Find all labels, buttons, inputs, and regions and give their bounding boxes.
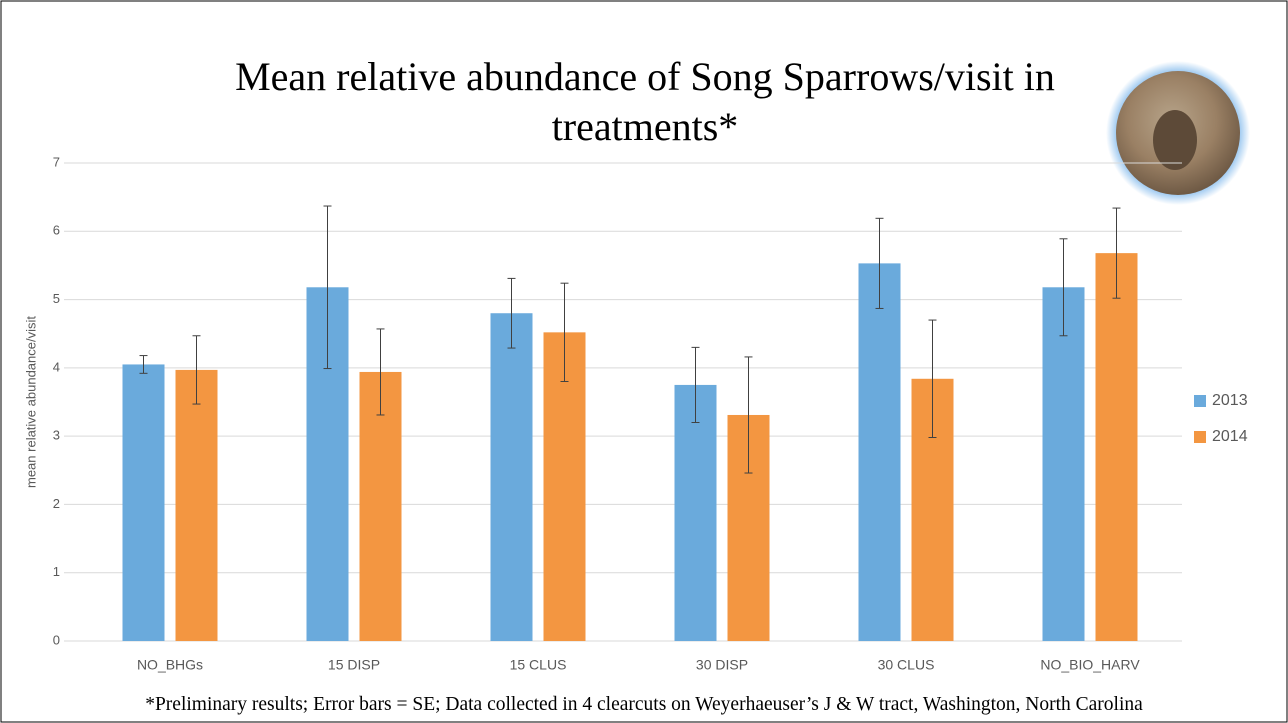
y-tick-label: 1	[53, 564, 60, 579]
legend-swatch	[1194, 395, 1206, 407]
x-tick-label: 30 CLUS	[878, 657, 935, 673]
y-tick-label: 5	[53, 291, 60, 306]
bar	[490, 313, 533, 641]
y-tick-label: 3	[53, 428, 60, 443]
bar	[1042, 287, 1085, 641]
bird-shape	[1153, 110, 1197, 170]
bar	[175, 369, 218, 641]
legend-swatch	[1194, 431, 1206, 443]
y-tick-label: 0	[53, 632, 60, 647]
legend-label: 2013	[1212, 392, 1248, 409]
y-tick-label: 6	[53, 223, 60, 238]
y-tick-label: 7	[53, 154, 60, 169]
bar	[674, 384, 717, 641]
bar	[858, 263, 901, 641]
y-tick-label: 4	[53, 359, 60, 374]
x-tick-label: 15 CLUS	[510, 657, 567, 673]
footnote: *Preliminary results; Error bars = SE; D…	[145, 694, 1143, 715]
bar	[359, 371, 402, 641]
x-tick-label: NO_BIO_HARV	[1040, 657, 1140, 673]
x-tick-label: 30 DISP	[696, 657, 748, 673]
bar	[543, 332, 586, 641]
y-axis-label: mean relative abundance/visit	[23, 316, 38, 488]
y-tick-label: 2	[53, 496, 60, 511]
chart-title: Mean relative abundance of Song Sparrows…	[235, 54, 1055, 149]
bar	[1095, 253, 1138, 641]
legend-label: 2014	[1212, 428, 1248, 445]
bar	[122, 364, 165, 641]
x-tick-label: NO_BHGs	[137, 657, 203, 673]
x-tick-label: 15 DISP	[328, 657, 380, 673]
